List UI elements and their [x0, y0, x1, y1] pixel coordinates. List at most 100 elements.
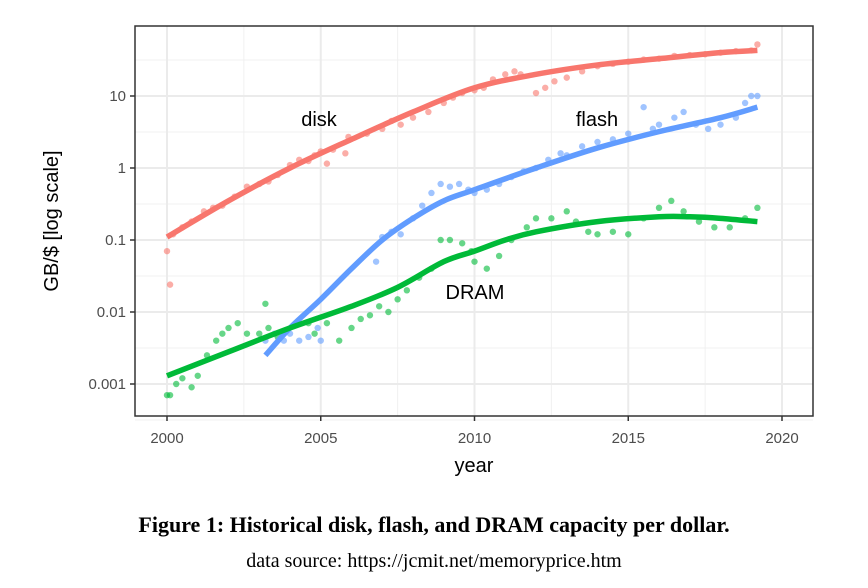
flash-point: [625, 130, 632, 137]
flash-point: [296, 337, 303, 344]
flash-point: [705, 125, 712, 133]
disk-point: [532, 89, 540, 97]
series-label-dram: DRAM: [446, 282, 505, 304]
y-tick-label: 0.1: [105, 232, 126, 249]
dram-point: [179, 375, 186, 382]
flash-point: [437, 180, 444, 188]
dram-point: [523, 224, 530, 231]
flash-point: [741, 99, 749, 107]
dram-point: [563, 208, 570, 215]
dram-point: [668, 197, 675, 205]
dram-point: [403, 287, 411, 294]
disk-point: [502, 71, 509, 78]
dram-point: [243, 330, 251, 337]
dram-point: [375, 303, 383, 310]
dram-point: [437, 236, 444, 244]
dram-point: [655, 204, 663, 212]
flash-point: [455, 180, 463, 188]
y-tick-label: 1: [118, 160, 126, 177]
dram-point: [594, 231, 601, 238]
dram-point: [366, 312, 374, 319]
flash-point: [671, 114, 678, 121]
flash-point: [428, 189, 435, 197]
trend-lines: [165, 47, 759, 379]
dram-point: [311, 330, 318, 337]
y-axis-title: GB/$ [log scale]: [41, 150, 63, 291]
flash-point: [419, 202, 426, 209]
x-tick-label: 2005: [304, 430, 337, 447]
flash-point: [748, 92, 755, 100]
flash-point: [317, 337, 324, 344]
dram-point: [695, 218, 703, 225]
dram-point: [471, 258, 478, 265]
flash-trend-line: [263, 104, 759, 358]
flash-point: [314, 324, 321, 332]
disk-point: [163, 247, 171, 255]
disk-point: [397, 121, 404, 128]
disk-point: [511, 68, 518, 75]
flash-point: [640, 103, 647, 111]
dram-point: [336, 337, 343, 344]
dram-point: [609, 228, 617, 235]
dram-point: [348, 324, 355, 332]
flash-point: [594, 138, 601, 146]
dram-point: [219, 330, 226, 337]
y-tick-label: 0.001: [88, 376, 126, 393]
series-label-flash: flash: [576, 109, 618, 131]
dram-point: [256, 330, 263, 337]
disk-trend-line: [165, 47, 758, 240]
dram-point: [726, 224, 733, 231]
dram-point: [166, 391, 174, 399]
dram-trend-line: [166, 213, 758, 379]
flash-point: [397, 231, 404, 238]
disk-point: [542, 84, 549, 91]
dram-point: [234, 319, 241, 327]
dram-point: [446, 236, 454, 244]
flash-point: [680, 108, 687, 116]
dram-point: [459, 240, 466, 247]
disk-point: [323, 160, 331, 167]
x-tick-label: 2000: [150, 430, 183, 447]
series-label-disk: disk: [301, 109, 338, 131]
dram-point: [323, 319, 331, 327]
dram-point: [495, 252, 503, 260]
disk-point: [754, 41, 761, 48]
flash-point: [557, 150, 564, 157]
dram-point: [394, 296, 401, 303]
dram-point: [173, 380, 180, 388]
data-source: data source: https://jcmit.net/memorypri…: [246, 550, 622, 572]
disk-point: [342, 150, 349, 157]
disk-point: [409, 114, 417, 121]
y-tick-label: 0.01: [97, 304, 126, 321]
dram-point: [548, 215, 555, 222]
dram-point: [385, 308, 392, 316]
dram-point: [711, 224, 718, 231]
dram-point: [188, 384, 195, 391]
flash-point: [655, 121, 663, 128]
flash-point: [446, 183, 454, 190]
dram-point: [265, 324, 272, 332]
dram-point: [532, 215, 540, 222]
dram-point: [225, 324, 232, 332]
x-axis-title: year: [455, 455, 494, 477]
dram-point: [357, 315, 364, 323]
y-tick-label: 10: [109, 88, 126, 105]
dram-point: [585, 228, 592, 235]
disk-point: [551, 78, 558, 85]
axis-ticks: 2000 2005 2010 2015 2020 0.001 0.01 0.1 1 10: [88, 88, 798, 447]
flash-point: [717, 121, 724, 128]
flash-point: [754, 92, 761, 100]
dram-point: [213, 337, 220, 344]
flash-point: [578, 143, 586, 150]
flash-point: [372, 258, 380, 265]
disk-point: [425, 108, 432, 116]
disk-point: [166, 281, 174, 288]
disk-point: [563, 74, 570, 81]
dram-point: [754, 204, 761, 212]
dram-point: [194, 372, 201, 379]
x-tick-label: 2020: [765, 430, 798, 447]
dram-point: [625, 231, 632, 238]
x-tick-label: 2015: [612, 430, 645, 447]
flash-point: [305, 333, 312, 341]
